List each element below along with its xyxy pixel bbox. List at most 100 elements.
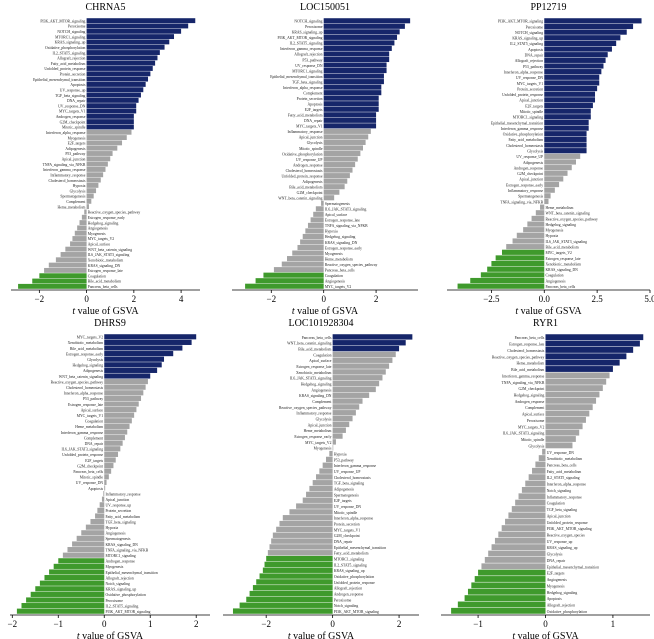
bar-label: PI3K_AKT_MTOR_signaling (277, 36, 322, 40)
bar (104, 373, 151, 379)
bar-label: Apical_surface (522, 413, 545, 417)
bar-label: P53_pathway (83, 397, 103, 401)
bar-label: KRAS_signaling_DN (545, 268, 578, 272)
bar (545, 404, 593, 411)
bar-label: Pancreas_beta_cells (325, 268, 355, 272)
bar (104, 440, 123, 446)
bar-label: Glycolysis (547, 553, 563, 557)
bar (323, 106, 379, 112)
bar-label: Hedgehog_signaling (545, 223, 576, 227)
bar (323, 123, 377, 129)
bar (501, 249, 545, 255)
x-tick-label: −1 (473, 619, 483, 629)
bar-label: PI3K_AKT_MTOR_signaling (498, 20, 543, 24)
bar (481, 563, 546, 570)
bar (544, 142, 587, 148)
bar (104, 451, 119, 457)
bar (312, 480, 333, 486)
bar-label: Bile_acid_metabolism (545, 245, 578, 249)
bar (255, 278, 324, 284)
bar (332, 445, 334, 451)
bar (538, 455, 546, 462)
bar (545, 372, 610, 379)
bar-label: TNFA_signaling_via_NFKB (502, 381, 545, 385)
bar-label: TGF_beta_signaling (292, 80, 322, 84)
bar-label: Protein_secretion (297, 97, 323, 101)
bar-label: Complement (84, 436, 103, 440)
bar (544, 40, 617, 46)
bar-label: Unfolded_protein_response (502, 93, 543, 97)
bar-label: UV_response_DN (334, 505, 362, 509)
x-axis-title: t value of GSVA (292, 306, 359, 317)
bar (249, 590, 333, 597)
bar (329, 450, 333, 457)
bar-label: Coagulation (545, 274, 563, 278)
bar-label: Coagulation (85, 420, 103, 424)
bar-label: Interferon_alpha_response (283, 86, 323, 90)
bar-label: G2M_checkpoint (334, 534, 360, 538)
bar (544, 85, 598, 92)
bar-label: Peroxisome (526, 25, 544, 29)
bar-label: DNA_repair (85, 442, 104, 446)
bar-label: E2F_targets (547, 572, 565, 576)
x-axis-title: t value of GSVA (288, 631, 355, 639)
bar-label: IL2_STAT5_signaling (105, 604, 138, 608)
bar-label: Apical_surface (309, 359, 332, 363)
bar (323, 23, 405, 29)
bar (332, 398, 363, 404)
bar (544, 91, 596, 97)
bar-label: MTORC1_signaling (55, 35, 85, 39)
bar-label: Allograft_rejection (547, 604, 575, 608)
bar (506, 244, 545, 250)
bar (65, 246, 87, 252)
x-axis-title-rest: value of GSVA (291, 631, 355, 639)
x-axis-title: t value of GSVA (77, 631, 144, 639)
bar (544, 18, 642, 24)
bar-label: Interferon_gamma_response (280, 47, 323, 51)
bar-label: IL6_JAK_STAT3_signaling (325, 208, 367, 212)
bar (86, 129, 132, 135)
bar-label: Inflammatory_response (287, 130, 322, 134)
bar-label: Glycolysis (316, 417, 332, 421)
bar-label: Apical_surface (325, 213, 348, 217)
bar-label: IL6_JAK_STAT3_signaling (88, 253, 130, 257)
bar (323, 95, 379, 101)
bar-label: PI3K_AKT_MTOR_signaling (105, 610, 150, 614)
bar (104, 407, 137, 413)
bar-label: Estrogen_response_late (296, 365, 331, 369)
bar-label: Estrogen_response_late (325, 219, 360, 223)
bar (544, 102, 593, 109)
bar-label: Apical_junction (308, 423, 332, 427)
bar-label: Peroxisome (527, 419, 545, 423)
bar (86, 108, 137, 114)
bar (323, 112, 377, 118)
bar (544, 52, 608, 58)
bar (86, 198, 92, 204)
bar-label: Glycolysis (87, 358, 103, 362)
bar-label: G2M_checkpoint (517, 172, 543, 176)
bar (86, 34, 175, 40)
bar (86, 140, 123, 146)
bar (104, 412, 135, 418)
bar-label: NOTCH_signaling (294, 20, 322, 24)
bar (103, 491, 105, 497)
bar (86, 182, 99, 188)
bar-label: Apical_junction (299, 136, 323, 140)
bar-label: DNA_repair (304, 119, 323, 123)
bar-label: Mitotic_spindle (521, 438, 545, 442)
bar (18, 283, 87, 289)
bar-label: Epithelial_mesenchymal_transition (105, 571, 157, 575)
bar-label: P53_pathway (65, 152, 85, 156)
bar (487, 266, 545, 272)
bar-label: Fatty_acid_metabolism (508, 138, 543, 142)
bar (544, 193, 551, 199)
bar (323, 156, 358, 162)
bar-label: MYC_targets_V2 (88, 237, 115, 241)
bar (501, 525, 546, 532)
bar-label: TGF_beta_signaling (334, 482, 364, 486)
bar (515, 499, 546, 506)
bar (323, 178, 348, 184)
bar-label: Epithelial_mesenchymal_transition (491, 121, 543, 125)
bar (544, 108, 591, 114)
